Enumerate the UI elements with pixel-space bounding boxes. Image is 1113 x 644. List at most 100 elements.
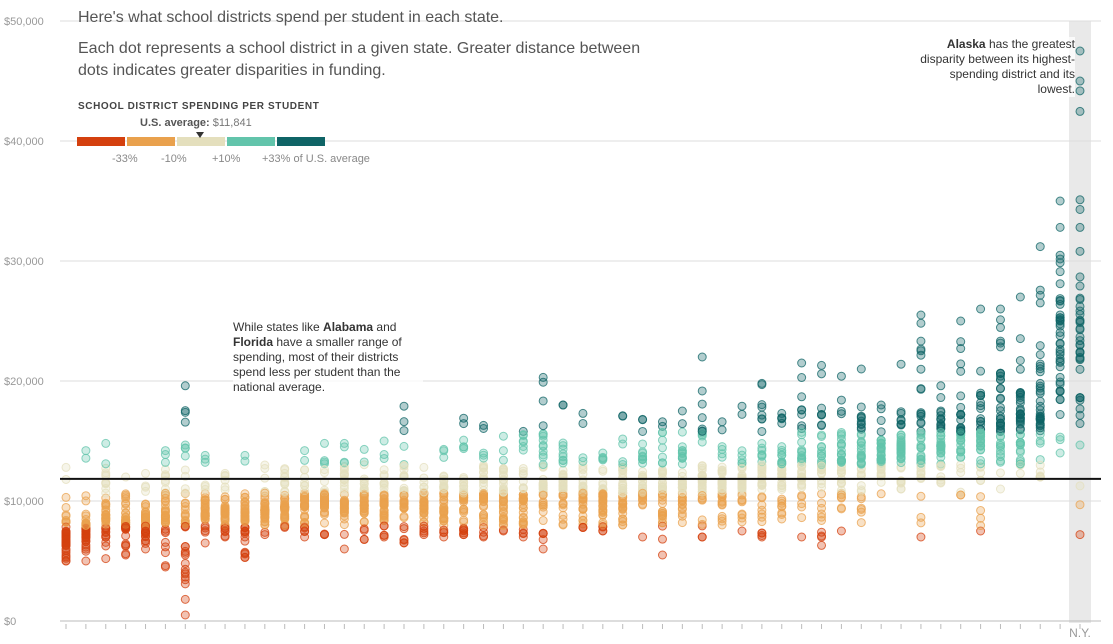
district-dot: [797, 373, 807, 383]
district-dot: [240, 536, 250, 546]
district-dot: [916, 384, 926, 394]
x-axis: N.Y.: [65, 624, 1091, 640]
district-dot: [717, 442, 727, 452]
district-dot: [399, 483, 409, 493]
district-dot: [677, 518, 687, 528]
district-dot: [419, 503, 429, 513]
district-dot: [1075, 352, 1085, 362]
district-dot: [657, 492, 667, 502]
district-dot: [280, 465, 290, 475]
district-dot: [638, 532, 648, 542]
district-dot: [638, 499, 648, 509]
district-dot: [856, 423, 866, 433]
district-dot: [538, 372, 548, 382]
annotation-al-bold1: Alabama: [323, 320, 374, 334]
district-dot: [538, 498, 548, 508]
legend-average-label: U.S. average:: [140, 117, 210, 129]
district-dot: [339, 495, 349, 505]
district-dot: [1055, 448, 1065, 458]
district-dot: [558, 491, 568, 501]
district-dot: [916, 456, 926, 466]
district-dot: [339, 514, 349, 524]
district-dot: [61, 553, 71, 563]
district-dot: [896, 359, 906, 369]
district-dot: [1075, 364, 1085, 374]
district-dot: [260, 460, 270, 470]
district-dot: [638, 488, 648, 498]
district-dot: [101, 527, 111, 537]
district-dot: [538, 452, 548, 462]
district-dot: [916, 318, 926, 328]
district-dot: [1035, 411, 1045, 421]
district-dot: [717, 486, 727, 496]
district-dot: [180, 521, 190, 531]
district-dot: [180, 572, 190, 582]
district-dot: [657, 511, 667, 521]
district-dot: [1015, 356, 1025, 366]
district-dot: [538, 431, 548, 441]
district-dot: [339, 484, 349, 494]
district-dot: [638, 426, 648, 436]
district-dot: [240, 517, 250, 527]
district-dot: [220, 492, 230, 502]
district-dot: [1055, 267, 1065, 277]
highlight-column: [1069, 21, 1091, 623]
district-dot: [379, 510, 389, 520]
district-dot: [677, 406, 687, 416]
district-dot: [737, 475, 747, 485]
district-dot: [1075, 76, 1085, 86]
district-dot: [1015, 459, 1025, 469]
district-dot: [797, 502, 807, 512]
district-dot: [538, 450, 548, 460]
district-dot: [936, 406, 946, 416]
district-dot: [260, 512, 270, 522]
legend-tick-plus-33: +33% of U.S. average: [262, 153, 370, 165]
district-dot: [1035, 350, 1045, 360]
district-dot: [339, 498, 349, 508]
district-dot: [101, 499, 111, 509]
district-dot: [916, 433, 926, 443]
district-dot: [936, 462, 946, 472]
district-dot: [1015, 292, 1025, 302]
district-dot: [856, 507, 866, 517]
district-dot: [1015, 439, 1025, 449]
district-dot: [419, 521, 429, 531]
annotation-alaska-text: has the greatest disparity between its h…: [920, 37, 1075, 96]
district-dot: [836, 468, 846, 478]
legend-title: SCHOOL DISTRICT SPENDING PER STUDENT: [78, 101, 320, 112]
district-dot: [1055, 222, 1065, 232]
district-dot: [697, 413, 707, 423]
district-dot: [697, 437, 707, 447]
district-dot: [836, 434, 846, 444]
district-dot: [439, 505, 449, 515]
district-dot: [1015, 334, 1025, 344]
district-dot: [995, 375, 1005, 385]
district-dot: [916, 336, 926, 346]
district-dot: [936, 393, 946, 403]
district-dot: [1035, 341, 1045, 351]
district-dot: [379, 530, 389, 540]
district-dot: [697, 487, 707, 497]
district-dot: [538, 481, 548, 491]
district-dot: [399, 441, 409, 451]
district-dot: [538, 516, 548, 526]
district-dot: [697, 352, 707, 362]
district-dot: [180, 518, 190, 528]
district-dot: [180, 451, 190, 461]
district-dots: [61, 46, 1085, 620]
district-dot: [995, 406, 1005, 416]
district-dot: [995, 315, 1005, 325]
district-dot: [419, 508, 429, 518]
district-dot: [180, 558, 190, 568]
district-dot: [399, 417, 409, 427]
district-dot: [697, 399, 707, 409]
district-dot: [797, 454, 807, 464]
district-dot: [1055, 379, 1065, 389]
district-dot: [836, 409, 846, 419]
district-dot: [995, 384, 1005, 394]
district-dot: [797, 427, 807, 437]
district-dot: [459, 444, 469, 454]
district-dot: [618, 483, 628, 493]
district-dot: [160, 450, 170, 460]
